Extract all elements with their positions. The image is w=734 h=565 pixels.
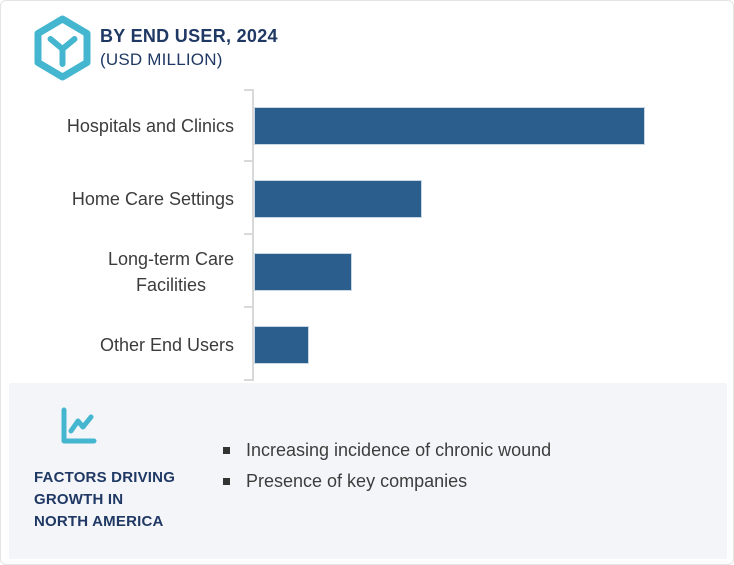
axis-tick xyxy=(244,89,252,91)
category-label: Long-term Care Facilities xyxy=(107,248,234,295)
category-label: Home Care Settings xyxy=(71,188,234,209)
bar-other-end-users xyxy=(254,325,309,364)
chart-row-other-end-users: Other End Users xyxy=(1,308,733,381)
chart-row-hospitals-and-clinics: Hospitals and Clinics xyxy=(1,89,733,162)
factors-heading-line: NORTH AMERICA xyxy=(34,513,164,530)
axis-tick xyxy=(244,160,252,162)
bar-long-term-care-facilities xyxy=(254,252,352,291)
axis-tick xyxy=(244,306,252,308)
chart-header: BY END USER, 2024 (USD MILLION) xyxy=(31,15,278,81)
axis-tick xyxy=(244,379,252,381)
factors-heading-line: GROWTH IN xyxy=(34,491,124,508)
chart-title-block: BY END USER, 2024 (USD MILLION) xyxy=(100,26,278,70)
chart-row-long-term-care-facilities: Long-term Care Facilities xyxy=(1,235,733,308)
axis-tick xyxy=(244,233,252,235)
line-chart-icon xyxy=(61,407,97,444)
y-axis-line xyxy=(252,89,254,381)
factor-item: Presence of key companies xyxy=(223,466,551,497)
hexagon-cube-icon xyxy=(34,15,91,81)
category-label: Other End Users xyxy=(99,334,234,355)
factors-panel: FACTORS DRIVING GROWTH IN NORTH AMERICA … xyxy=(9,383,727,559)
bar-home-care-settings xyxy=(254,179,422,218)
chart-row-home-care-settings: Home Care Settings xyxy=(1,162,733,235)
category-label: Hospitals and Clinics xyxy=(66,115,234,136)
factors-heading: FACTORS DRIVING GROWTH IN NORTH AMERICA xyxy=(34,467,214,533)
factors-list: Increasing incidence of chronic wound Pr… xyxy=(223,435,551,497)
chart-subtitle: (USD MILLION) xyxy=(100,50,223,69)
bar-hospitals-and-clinics xyxy=(254,106,645,145)
chart-title: BY END USER, 2024 xyxy=(100,26,278,46)
factor-item: Increasing incidence of chronic wound xyxy=(223,435,551,466)
bar-chart: Hospitals and Clinics Home Care Settings… xyxy=(1,89,733,381)
factors-heading-line: FACTORS DRIVING xyxy=(34,469,176,486)
